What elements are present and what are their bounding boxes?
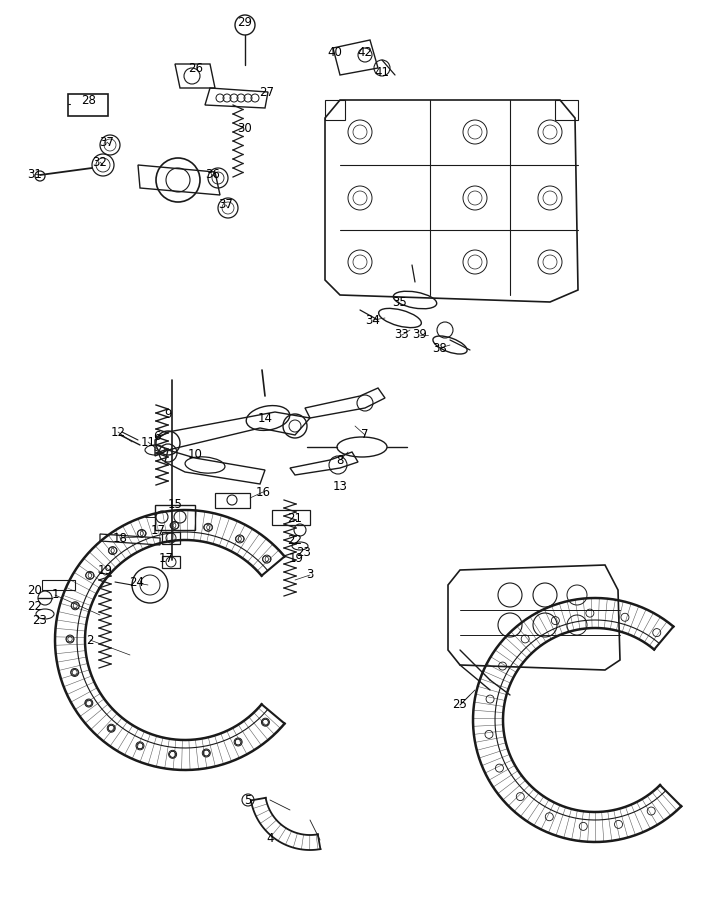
Text: 29: 29 <box>237 15 253 28</box>
Text: 37: 37 <box>219 199 233 211</box>
Text: 5: 5 <box>244 794 252 806</box>
Text: 21: 21 <box>287 512 303 524</box>
Text: 11: 11 <box>140 435 156 448</box>
Text: 40: 40 <box>327 45 342 58</box>
Text: 38: 38 <box>433 342 447 355</box>
Text: 22: 22 <box>287 533 303 547</box>
Text: 36: 36 <box>206 169 220 181</box>
Text: 25: 25 <box>452 698 468 711</box>
Text: 16: 16 <box>256 485 271 499</box>
Text: 37: 37 <box>100 135 114 149</box>
Text: 1: 1 <box>51 589 59 601</box>
Text: 39: 39 <box>413 328 427 342</box>
Text: 19: 19 <box>288 551 303 564</box>
Text: 17: 17 <box>159 551 174 564</box>
Text: 30: 30 <box>237 122 253 134</box>
Text: 26: 26 <box>188 62 203 74</box>
Text: 23: 23 <box>33 613 48 627</box>
Text: 6: 6 <box>153 431 161 444</box>
Text: 18: 18 <box>112 532 127 544</box>
Text: 19: 19 <box>98 563 112 577</box>
Text: 10: 10 <box>188 448 203 462</box>
Bar <box>68 94 108 116</box>
Text: 24: 24 <box>130 577 145 590</box>
Text: 41: 41 <box>374 65 390 79</box>
Text: 13: 13 <box>332 481 348 493</box>
Text: 31: 31 <box>28 168 43 180</box>
Text: 9: 9 <box>164 408 172 422</box>
Text: 4: 4 <box>266 832 274 844</box>
Text: 22: 22 <box>28 600 43 613</box>
Text: 27: 27 <box>259 85 274 99</box>
Text: 7: 7 <box>361 428 369 442</box>
Text: 14: 14 <box>258 412 272 424</box>
Text: 28: 28 <box>82 93 96 106</box>
Text: 2: 2 <box>86 633 93 647</box>
Text: 34: 34 <box>366 314 380 327</box>
Text: 17: 17 <box>151 523 166 537</box>
Text: 35: 35 <box>392 296 408 308</box>
Text: 12: 12 <box>111 425 125 438</box>
Text: 23: 23 <box>297 545 311 559</box>
Text: 42: 42 <box>358 45 373 58</box>
Text: 32: 32 <box>93 155 107 169</box>
Text: 15: 15 <box>167 499 182 512</box>
Text: 3: 3 <box>306 569 313 581</box>
Text: 33: 33 <box>395 328 409 342</box>
Text: 8: 8 <box>337 454 344 466</box>
Text: 20: 20 <box>28 583 43 597</box>
